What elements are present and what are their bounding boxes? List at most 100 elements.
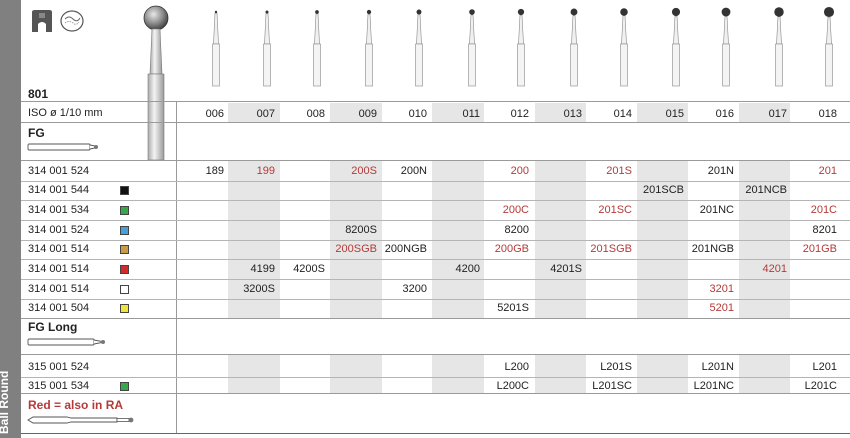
size-thumbnail [517,8,525,87]
footer-bg [176,393,850,433]
article-code: L200C [496,380,529,392]
reference-number: 314 001 544 [28,184,90,196]
size-label: 018 [818,108,837,120]
fglong-section-header-bg [176,318,850,354]
color-code-swatch [120,245,129,254]
divider [21,433,850,434]
article-code: 8200S [345,224,377,236]
row-divider [21,240,850,241]
reference-number: 315 001 524 [28,361,90,373]
section-title-fglong: FG Long [28,320,78,334]
size-label: 013 [563,108,582,120]
article-code: 200SGB [335,243,377,255]
row-divider [21,181,850,182]
article-code: 201NGB [691,243,734,255]
article-code: L201 [812,361,837,373]
color-code-swatch [120,304,129,313]
row-divider [21,377,850,378]
article-code: 4200 [455,263,480,275]
handpiece-fg-icon [32,10,52,32]
article-code: 200NGB [384,243,427,255]
article-code: 200 [510,165,529,177]
article-code: L201N [701,361,734,373]
article-code: 201N [707,165,734,177]
size-thumbnail [468,9,476,87]
column-divider [176,101,177,433]
row-divider [21,259,850,260]
article-code: 201 [818,165,837,177]
size-label: 014 [613,108,632,120]
reference-number: 314 001 504 [28,302,90,314]
fglong-bur-icon [27,338,105,346]
color-code-swatch [120,382,129,391]
article-code: 3200 [402,283,427,295]
article-code: 5201 [709,302,734,314]
size-thumbnail [823,6,835,87]
size-label: 017 [768,108,787,120]
ball-bur-illustration [143,5,169,161]
row-divider [21,200,850,201]
fg-bur-icon [27,143,98,151]
size-thumbnail [774,7,784,87]
article-code: L201NC [693,380,734,392]
reference-number: 314 001 524 [28,224,90,236]
article-code: 8201 [812,224,837,236]
color-code-swatch [120,226,129,235]
size-thumbnail [212,10,220,87]
article-code: 189 [205,165,224,177]
article-code: 200GB [494,243,529,255]
row-divider [21,279,850,280]
diamond-grit-icon [60,10,84,32]
size-label: 011 [462,108,480,120]
article-code: 201NCB [745,184,787,196]
article-code: 8200 [504,224,529,236]
article-code: 200S [351,165,377,177]
article-code: L201C [804,380,837,392]
ra-bur-icon [27,416,134,424]
size-label: 007 [256,108,275,120]
size-thumbnail [721,7,731,87]
article-code: 201NC [699,204,734,216]
article-code: L201S [600,361,632,373]
reference-number: 315 001 534 [28,380,90,392]
divider [21,101,850,102]
size-thumbnail [263,10,271,87]
article-code: 201SC [598,204,632,216]
row-divider [21,220,850,221]
color-code-swatch [120,285,129,294]
article-code: 201SCB [643,184,684,196]
article-code: 4201 [762,263,787,275]
divider [21,122,850,123]
size-thumbnail [415,9,423,87]
reference-number: 314 001 524 [28,165,90,177]
color-code-swatch [120,206,129,215]
article-code: 199 [256,165,275,177]
catalog-table: 801 ISO ø 1/10 mm 006 007 008 009 010 011 012 0… [21,0,850,438]
row-divider [21,299,850,300]
color-code-swatch [120,186,129,195]
sidebar: Ball Round [0,0,21,438]
article-code: 201C [810,204,837,216]
size-label: 008 [306,108,325,120]
size-thumbnail [620,8,628,87]
size-label: 012 [510,108,529,120]
size-label: 006 [205,108,224,120]
size-thumbnail [313,10,321,87]
article-code: 200N [400,165,427,177]
article-code: 5201S [497,302,529,314]
article-code: L200 [504,361,529,373]
reference-number: 314 001 514 [28,243,90,255]
article-code: 201SGB [590,243,632,255]
size-thumbnails [212,6,835,87]
article-code: 4201S [550,263,582,275]
divider [21,354,850,355]
sidebar-label: Ball Round [0,370,11,434]
section-title-fg: FG [28,126,45,140]
article-code: 201S [606,165,632,177]
color-code-swatch [120,265,129,274]
size-thumbnail [671,7,681,87]
article-code: 3201 [709,283,734,295]
size-thumbnail [365,9,373,87]
article-code: L201SC [592,380,632,392]
size-label: 009 [358,108,377,120]
